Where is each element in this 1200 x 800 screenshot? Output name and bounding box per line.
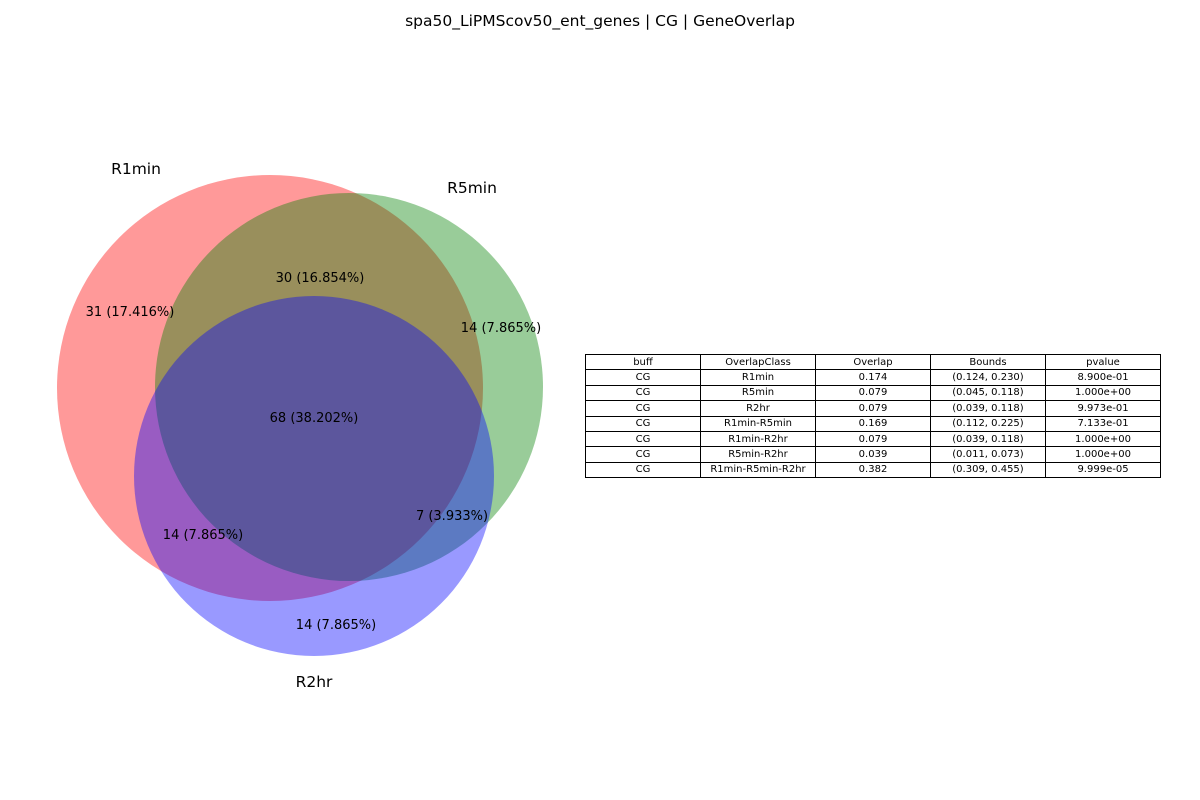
table-cell: CG bbox=[585, 446, 701, 463]
table-cell: 0.079 bbox=[815, 400, 931, 417]
venn-region-r1min-r5min: 30 (16.854%) bbox=[276, 271, 365, 286]
venn-circles bbox=[57, 175, 543, 656]
venn-region-r1min-r2hr: 14 (7.865%) bbox=[163, 528, 243, 543]
table-cell: CG bbox=[585, 430, 701, 448]
table-cell: 1.000e+00 bbox=[1045, 446, 1161, 463]
venn-region-r1min-only: 31 (17.416%) bbox=[86, 305, 175, 320]
venn-circle-r1min bbox=[57, 175, 483, 601]
table-row: CG R1min-R2hr 0.079 (0.039, 0.118) 1.000… bbox=[585, 430, 1161, 448]
table-row: CG R1min-R5min 0.169 (0.112, 0.225) 7.13… bbox=[585, 415, 1161, 432]
table-cell: 0.079 bbox=[815, 430, 931, 448]
table-cell: (0.011, 0.073) bbox=[930, 446, 1046, 463]
table-cell: R1min-R5min bbox=[700, 415, 816, 432]
table-cell: CG bbox=[585, 461, 701, 479]
table-cell: (0.045, 0.118) bbox=[930, 384, 1046, 402]
column-header: pvalue bbox=[1045, 353, 1161, 371]
column-header: Overlap bbox=[815, 353, 931, 371]
venn-set-label-r1min: R1min bbox=[111, 160, 161, 178]
table-cell: R1min-R2hr bbox=[700, 430, 816, 448]
page-title: spa50_LiPMScov50_ent_genes | CG | GeneOv… bbox=[405, 12, 795, 30]
table-cell: 0.039 bbox=[815, 446, 931, 463]
table-cell: 0.169 bbox=[815, 415, 931, 432]
table-cell: (0.124, 0.230) bbox=[930, 369, 1046, 386]
table-cell: R1min-R5min-R2hr bbox=[700, 461, 816, 479]
table-cell: 1.000e+00 bbox=[1045, 384, 1161, 402]
venn-region-all: 68 (38.202%) bbox=[270, 411, 359, 426]
table-row: CG R2hr 0.079 (0.039, 0.118) 9.973e-01 bbox=[585, 400, 1161, 417]
table-cell: 8.900e-01 bbox=[1045, 369, 1161, 386]
table-cell: CG bbox=[585, 400, 701, 417]
table-cell: (0.039, 0.118) bbox=[930, 430, 1046, 448]
table-cell: 1.000e+00 bbox=[1045, 430, 1161, 448]
table-cell: (0.112, 0.225) bbox=[930, 415, 1046, 432]
table-cell: CG bbox=[585, 415, 701, 432]
table-cell: CG bbox=[585, 384, 701, 402]
table-row: CG R1min-R5min-R2hr 0.382 (0.309, 0.455)… bbox=[585, 461, 1161, 479]
table-header-row: buff OverlapClass Overlap Bounds pvalue bbox=[585, 353, 1161, 371]
venn-region-r2hr-only: 14 (7.865%) bbox=[296, 618, 376, 633]
table-cell: 9.999e-05 bbox=[1045, 461, 1161, 479]
table-cell: (0.309, 0.455) bbox=[930, 461, 1046, 479]
table-cell: R2hr bbox=[700, 400, 816, 417]
table-cell: R1min bbox=[700, 369, 816, 386]
table-cell: CG bbox=[585, 369, 701, 386]
table-cell: (0.039, 0.118) bbox=[930, 400, 1046, 417]
table-cell: 9.973e-01 bbox=[1045, 400, 1161, 417]
table-row: CG R1min 0.174 (0.124, 0.230) 8.900e-01 bbox=[585, 369, 1161, 386]
column-header: buff bbox=[585, 353, 701, 371]
column-header: OverlapClass bbox=[700, 353, 816, 371]
table-cell: R5min bbox=[700, 384, 816, 402]
column-header: Bounds bbox=[930, 353, 1046, 371]
venn-circle-r2hr bbox=[134, 296, 494, 656]
table-cell: 0.382 bbox=[815, 461, 931, 479]
table-row: CG R5min-R2hr 0.039 (0.011, 0.073) 1.000… bbox=[585, 446, 1161, 463]
table-cell: 0.174 bbox=[815, 369, 931, 386]
table-cell: 0.079 bbox=[815, 384, 931, 402]
table-row: CG R5min 0.079 (0.045, 0.118) 1.000e+00 bbox=[585, 384, 1161, 402]
overlap-stats-table: buff OverlapClass Overlap Bounds pvalue … bbox=[585, 353, 1161, 479]
venn-region-r5min-only: 14 (7.865%) bbox=[461, 321, 541, 336]
venn-circle-r5min bbox=[155, 193, 543, 581]
venn-region-r5min-r2hr: 7 (3.933%) bbox=[416, 509, 488, 524]
venn-set-label-r2hr: R2hr bbox=[296, 673, 333, 691]
venn-diagram: R1min R5min R2hr 31 (17.416%) 30 (16.854… bbox=[57, 160, 543, 691]
venn-set-label-r5min: R5min bbox=[447, 179, 497, 197]
table-cell: R5min-R2hr bbox=[700, 446, 816, 463]
table-cell: 7.133e-01 bbox=[1045, 415, 1161, 432]
